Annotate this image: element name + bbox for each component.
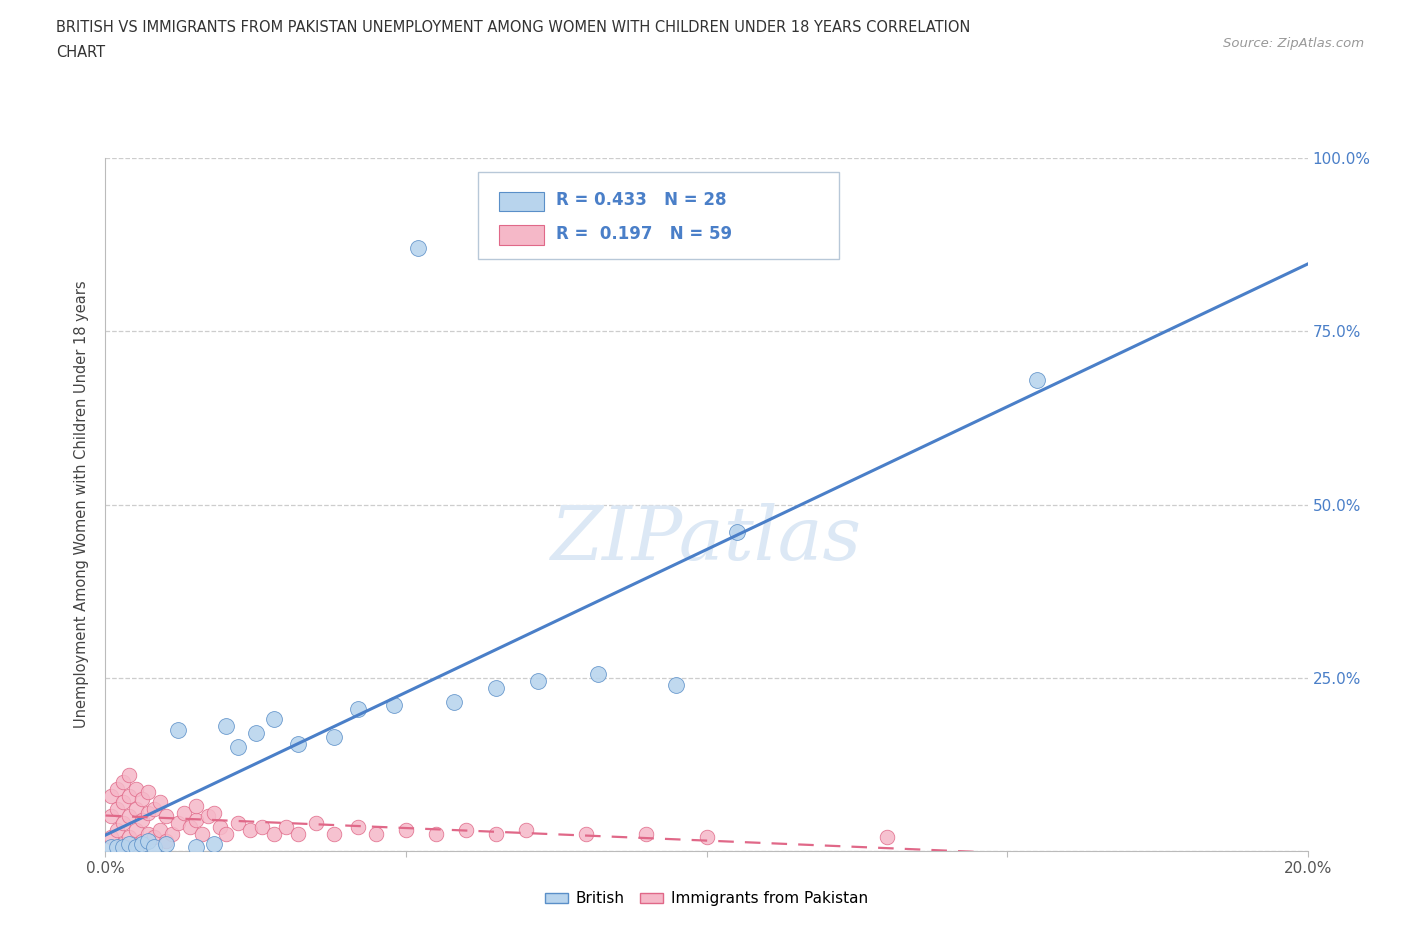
- Point: [214, 826, 236, 841]
- Point: [118, 767, 141, 782]
- Point: [112, 840, 135, 855]
- Point: [118, 809, 141, 824]
- Point: [190, 826, 212, 841]
- Point: [1026, 372, 1049, 387]
- Point: [202, 805, 225, 820]
- Point: [142, 840, 165, 855]
- Text: ZIPatlas: ZIPatlas: [551, 503, 862, 576]
- Text: BRITISH VS IMMIGRANTS FROM PAKISTAN UNEMPLOYMENT AMONG WOMEN WITH CHILDREN UNDER: BRITISH VS IMMIGRANTS FROM PAKISTAN UNEM…: [56, 20, 970, 35]
- Point: [443, 695, 465, 710]
- Legend: British, Immigrants from Pakistan: British, Immigrants from Pakistan: [538, 885, 875, 912]
- Point: [142, 830, 165, 844]
- Point: [725, 525, 748, 539]
- Point: [112, 795, 135, 810]
- Point: [107, 802, 129, 817]
- Y-axis label: Unemployment Among Women with Children Under 18 years: Unemployment Among Women with Children U…: [75, 281, 90, 728]
- Point: [208, 819, 231, 834]
- Text: CHART: CHART: [56, 45, 105, 60]
- Point: [696, 830, 718, 844]
- Text: Source: ZipAtlas.com: Source: ZipAtlas.com: [1223, 37, 1364, 50]
- Point: [155, 833, 177, 848]
- Point: [347, 701, 370, 716]
- Point: [382, 698, 405, 713]
- Point: [347, 819, 370, 834]
- Point: [155, 809, 177, 824]
- Point: [124, 840, 146, 855]
- Point: [179, 819, 201, 834]
- Point: [184, 812, 207, 827]
- Point: [131, 833, 153, 848]
- Point: [665, 677, 688, 692]
- Point: [575, 826, 598, 841]
- Point: [202, 837, 225, 852]
- Point: [124, 802, 146, 817]
- Point: [124, 781, 146, 796]
- Text: R = 0.433   N = 28: R = 0.433 N = 28: [557, 192, 727, 209]
- Point: [107, 840, 129, 855]
- Bar: [499, 225, 544, 245]
- Point: [485, 681, 508, 696]
- Point: [406, 241, 429, 256]
- Bar: [499, 193, 544, 211]
- Point: [395, 823, 418, 838]
- Point: [527, 673, 550, 688]
- Point: [136, 826, 159, 841]
- Point: [100, 788, 122, 803]
- Point: [112, 774, 135, 789]
- Point: [100, 809, 122, 824]
- Point: [148, 823, 170, 838]
- Point: [263, 711, 285, 726]
- Point: [118, 830, 141, 844]
- Point: [131, 837, 153, 852]
- Point: [155, 837, 177, 852]
- Point: [118, 837, 141, 852]
- Point: [136, 833, 159, 848]
- Point: [636, 826, 658, 841]
- Point: [454, 823, 477, 838]
- Point: [250, 819, 273, 834]
- Point: [287, 826, 309, 841]
- Point: [112, 816, 135, 830]
- FancyBboxPatch shape: [478, 172, 839, 259]
- Point: [322, 826, 344, 841]
- Point: [184, 840, 207, 855]
- Point: [425, 826, 447, 841]
- Point: [364, 826, 387, 841]
- Point: [197, 809, 219, 824]
- Point: [226, 816, 249, 830]
- Point: [173, 805, 195, 820]
- Point: [160, 826, 183, 841]
- Point: [274, 819, 297, 834]
- Point: [131, 812, 153, 827]
- Point: [131, 791, 153, 806]
- Point: [876, 830, 898, 844]
- Point: [214, 719, 236, 734]
- Point: [515, 823, 537, 838]
- Point: [118, 788, 141, 803]
- Point: [588, 667, 610, 682]
- Point: [142, 802, 165, 817]
- Point: [166, 816, 188, 830]
- Point: [100, 840, 122, 855]
- Point: [239, 823, 262, 838]
- Point: [263, 826, 285, 841]
- Point: [305, 816, 328, 830]
- Point: [136, 785, 159, 800]
- Point: [148, 795, 170, 810]
- Point: [287, 737, 309, 751]
- Point: [485, 826, 508, 841]
- Point: [107, 781, 129, 796]
- Point: [100, 830, 122, 844]
- Point: [322, 729, 344, 744]
- Point: [245, 725, 267, 740]
- Point: [226, 739, 249, 754]
- Point: [107, 823, 129, 838]
- Point: [166, 723, 188, 737]
- Point: [124, 823, 146, 838]
- Point: [136, 805, 159, 820]
- Point: [112, 837, 135, 852]
- Point: [184, 799, 207, 814]
- Text: R =  0.197   N = 59: R = 0.197 N = 59: [557, 225, 733, 243]
